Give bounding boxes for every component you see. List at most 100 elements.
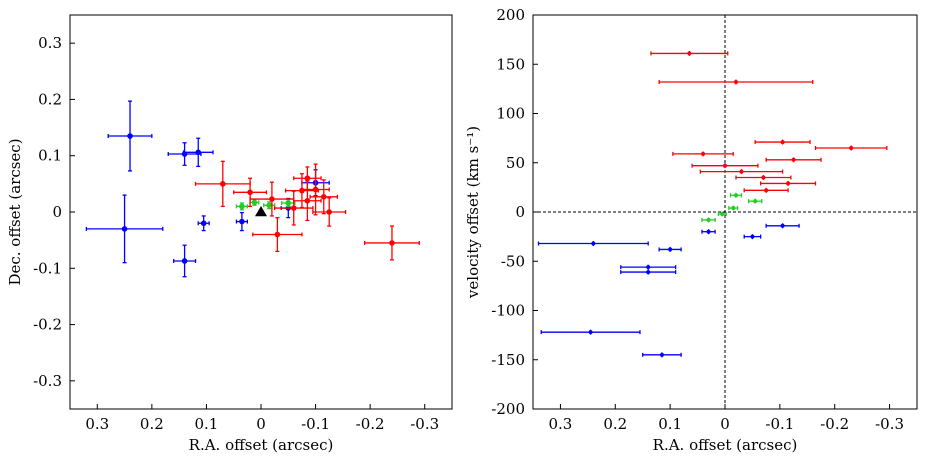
point-marker <box>687 51 692 56</box>
x-tick-label: 0.1 <box>194 415 218 433</box>
point-marker <box>274 231 281 238</box>
point-marker <box>290 205 297 211</box>
point-marker <box>195 149 202 156</box>
data-point <box>309 179 339 215</box>
data-marks <box>85 100 420 278</box>
point-marker <box>706 229 711 234</box>
x-tick-label: 0.2 <box>140 415 164 433</box>
data-point <box>85 194 164 264</box>
point-marker <box>389 240 395 246</box>
x-axis-label: R.A. offset (arcsec) <box>189 436 334 454</box>
y-tick-label: 150 <box>496 55 525 73</box>
point-marker <box>750 234 755 239</box>
x-tick-label: 0.3 <box>85 415 109 433</box>
data-point <box>194 160 251 208</box>
y-axis-label: Dec. offset (arcsec) <box>6 138 24 285</box>
x-axis-label: R.A. offset (arcsec) <box>653 436 798 454</box>
point-marker <box>121 226 128 232</box>
data-point <box>620 264 677 270</box>
point-marker <box>591 241 596 246</box>
data-marks <box>537 50 888 358</box>
y-tick-label: 50 <box>506 154 525 172</box>
data-point <box>293 166 322 191</box>
point-marker <box>668 247 673 252</box>
x-tick-label: -0.1 <box>765 415 794 433</box>
point-marker <box>312 186 319 193</box>
axis-ticks: 0.3 0.2 0.1 0 -0.1 -0.2 -0.3 200 150 100 50 0 -50 -10… <box>491 6 904 433</box>
point-marker <box>251 199 258 206</box>
x-tick-label: 0 <box>256 415 266 433</box>
point-marker <box>304 175 311 182</box>
data-point <box>173 244 197 278</box>
x-tick-label: 0.3 <box>548 415 572 433</box>
point-marker <box>239 203 245 210</box>
data-point <box>642 352 682 358</box>
position-offset-chart: 0.3 0.2 0.1 0 -0.1 -0.2 -0.3 0.3 0.2 0.1 0 -0.1 -0.2… <box>6 14 453 454</box>
series-green <box>701 192 763 223</box>
point-marker <box>753 199 758 204</box>
data-point <box>182 137 214 168</box>
data-point <box>312 197 347 227</box>
y-tick-label: 0.2 <box>38 90 62 108</box>
data-point <box>537 241 649 247</box>
point-marker <box>247 189 253 196</box>
series-red <box>650 50 888 193</box>
x-tick-label: -0.1 <box>301 415 330 433</box>
point-marker <box>646 270 651 275</box>
data-point <box>717 211 727 217</box>
data-point <box>691 163 759 169</box>
data-point <box>167 142 202 166</box>
point-marker <box>266 202 272 209</box>
x-tick-label: -0.2 <box>356 415 385 433</box>
data-point <box>650 50 729 56</box>
point-marker <box>739 169 744 174</box>
data-point <box>233 177 268 208</box>
y-tick-label: -0.1 <box>33 259 62 277</box>
y-tick-label: 0.1 <box>38 147 62 165</box>
x-tick-label: -0.2 <box>820 415 849 433</box>
point-marker <box>127 133 133 139</box>
data-point <box>743 234 762 240</box>
data-point <box>747 198 763 204</box>
data-point <box>701 217 716 223</box>
y-tick-label: 100 <box>496 105 525 123</box>
data-point <box>235 211 249 232</box>
data-point <box>743 187 789 193</box>
point-marker <box>733 79 738 84</box>
y-tick-label: -200 <box>491 400 525 418</box>
point-marker <box>780 140 785 145</box>
velocity-offset-chart: 0.3 0.2 0.1 0 -0.1 -0.2 -0.3 200 150 100 50 0 -50 -10… <box>464 6 918 454</box>
point-marker <box>701 151 706 156</box>
point-marker <box>285 200 292 206</box>
data-point <box>658 246 682 252</box>
data-point <box>197 215 210 232</box>
data-point <box>814 145 888 151</box>
data-point <box>729 192 743 198</box>
point-marker <box>181 258 188 264</box>
y-tick-label: -50 <box>501 252 525 270</box>
x-tick-label: 0 <box>720 415 730 433</box>
point-marker <box>786 181 791 186</box>
data-point <box>735 175 792 181</box>
point-marker <box>588 330 593 335</box>
point-marker <box>791 157 796 162</box>
point-marker <box>304 197 311 204</box>
data-point <box>701 229 716 235</box>
point-marker <box>220 181 226 187</box>
y-axis-label: velocity offset (km s⁻¹) <box>464 126 482 299</box>
y-tick-label: 0 <box>515 203 525 221</box>
point-marker <box>731 206 736 211</box>
data-point <box>760 180 817 186</box>
data-point <box>699 169 784 175</box>
x-tick-label: 0.2 <box>603 415 627 433</box>
reference-lines <box>533 15 917 409</box>
point-marker <box>733 193 738 198</box>
data-point <box>263 201 276 210</box>
point-marker <box>761 175 766 180</box>
y-tick-label: -150 <box>491 351 525 369</box>
data-point <box>728 205 739 211</box>
data-point <box>672 151 734 157</box>
point-marker <box>764 188 769 193</box>
point-marker <box>659 352 664 357</box>
point-marker <box>780 223 785 228</box>
